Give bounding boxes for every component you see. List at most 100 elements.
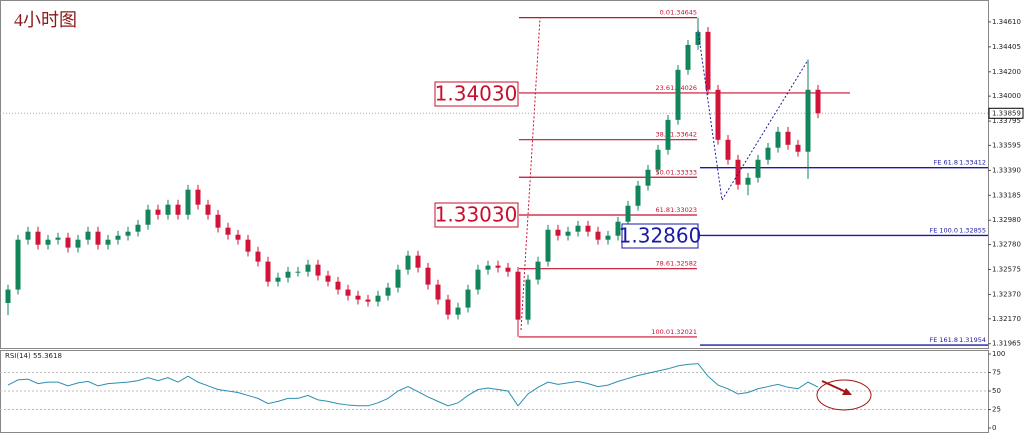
candle-body [295, 271, 301, 273]
fib-price: 1.34026 [670, 84, 697, 92]
fib-price: 1.32582 [670, 260, 697, 268]
rsi-tick-label: 50 [992, 387, 1001, 395]
candle-body [805, 89, 811, 152]
candle-body [625, 205, 631, 222]
candle-body [655, 149, 661, 170]
candle-body [165, 204, 171, 215]
candle-body [405, 255, 411, 270]
price-box-label: 1.33030 [435, 203, 518, 227]
price-box-label: 1.34030 [435, 82, 518, 106]
price-box [434, 202, 519, 228]
last-price-box [988, 107, 1024, 119]
candle-body [795, 144, 801, 152]
candle-body [5, 289, 11, 303]
candle-body [285, 271, 291, 278]
candle-body [645, 169, 651, 186]
last-price-label: 1.33859 [992, 109, 1021, 117]
y-tick-label: 1.33390 [992, 166, 1021, 174]
fib-level: 0.0 [660, 9, 670, 17]
fib-price: 1.33023 [670, 206, 697, 214]
candle-body [465, 289, 471, 308]
candle-body [45, 239, 51, 245]
trend-line [721, 59, 809, 201]
candle-body [325, 275, 331, 282]
candle-body [455, 307, 461, 315]
candle-body [735, 159, 741, 185]
rsi-tick-label: 100 [992, 350, 1005, 358]
candle-body [425, 267, 431, 285]
candle-body [745, 177, 751, 185]
y-tick-label: 1.34405 [992, 43, 1021, 51]
candle-body [775, 131, 781, 148]
candle-body [785, 131, 791, 145]
y-tick-label: 1.34200 [992, 68, 1021, 76]
candle-body [575, 225, 581, 232]
candle-body [25, 231, 31, 240]
price-box [434, 81, 519, 107]
candle-body [725, 139, 731, 160]
candle-body [685, 44, 691, 70]
trend-line [697, 29, 723, 201]
fe-price: 1.32855 [959, 226, 986, 234]
candle-body [635, 185, 641, 206]
candle-body [125, 231, 131, 236]
y-tick-label: 1.32575 [992, 266, 1021, 274]
candle-body [245, 239, 251, 252]
y-tick-label: 1.33795 [992, 117, 1021, 125]
fe-price: 1.31954 [959, 336, 986, 344]
candle-body [695, 31, 701, 45]
fib-level: 78.6 [656, 260, 670, 268]
candle-body [445, 299, 451, 315]
fib-level: 50.0 [656, 168, 670, 176]
candle-body [355, 295, 361, 300]
fib-level: 61.8 [656, 206, 670, 214]
rsi-tick-label: 0 [992, 424, 996, 432]
fe-level: FE 100.0 [929, 226, 958, 234]
arrow [821, 380, 847, 393]
y-tick-label: 1.32980 [992, 216, 1021, 224]
candle-body [475, 269, 481, 290]
candle-body [345, 289, 351, 296]
candle-body [265, 261, 271, 282]
candle-body [585, 225, 591, 232]
candle-body [385, 287, 391, 296]
candle-body [35, 231, 41, 245]
rsi-tick-label: 75 [992, 369, 1001, 377]
candle-body [435, 284, 441, 300]
fib-level: 38.2 [656, 131, 670, 139]
candle-body [175, 204, 181, 215]
rsi-tick-label: 25 [992, 406, 1001, 414]
candle-body [545, 229, 551, 262]
fe-price: 1.33412 [959, 159, 986, 167]
trend-line [520, 17, 541, 331]
rsi-label: RSI(14) 55.3618 [5, 352, 62, 360]
candle-body [615, 221, 621, 236]
candle-body [505, 267, 511, 272]
candle-body [305, 264, 311, 272]
candle-body [715, 89, 721, 140]
candle-body [815, 89, 821, 114]
candle-body [415, 255, 421, 268]
y-tick-label: 1.31965 [992, 340, 1021, 348]
candle-body [565, 231, 571, 236]
candle-body [395, 269, 401, 288]
candle-body [375, 295, 381, 302]
candle-body [255, 251, 261, 262]
fib-level: 100.0 [651, 328, 670, 336]
candle-body [185, 189, 191, 215]
candle-body [15, 239, 21, 290]
price-panel [0, 0, 989, 349]
price-box [621, 223, 699, 249]
candle-body [675, 69, 681, 120]
fe-level: FE 161.8 [929, 336, 958, 344]
candle-body [115, 235, 121, 240]
y-tick-label: 1.32170 [992, 315, 1021, 323]
y-tick-label: 1.33595 [992, 141, 1021, 149]
fib-price: 1.33333 [670, 168, 697, 176]
candle-body [235, 234, 241, 240]
candle-body [95, 231, 101, 245]
candle-body [535, 261, 541, 280]
candle-body [755, 159, 761, 178]
candle-body [275, 277, 281, 282]
candle-body [215, 214, 221, 228]
